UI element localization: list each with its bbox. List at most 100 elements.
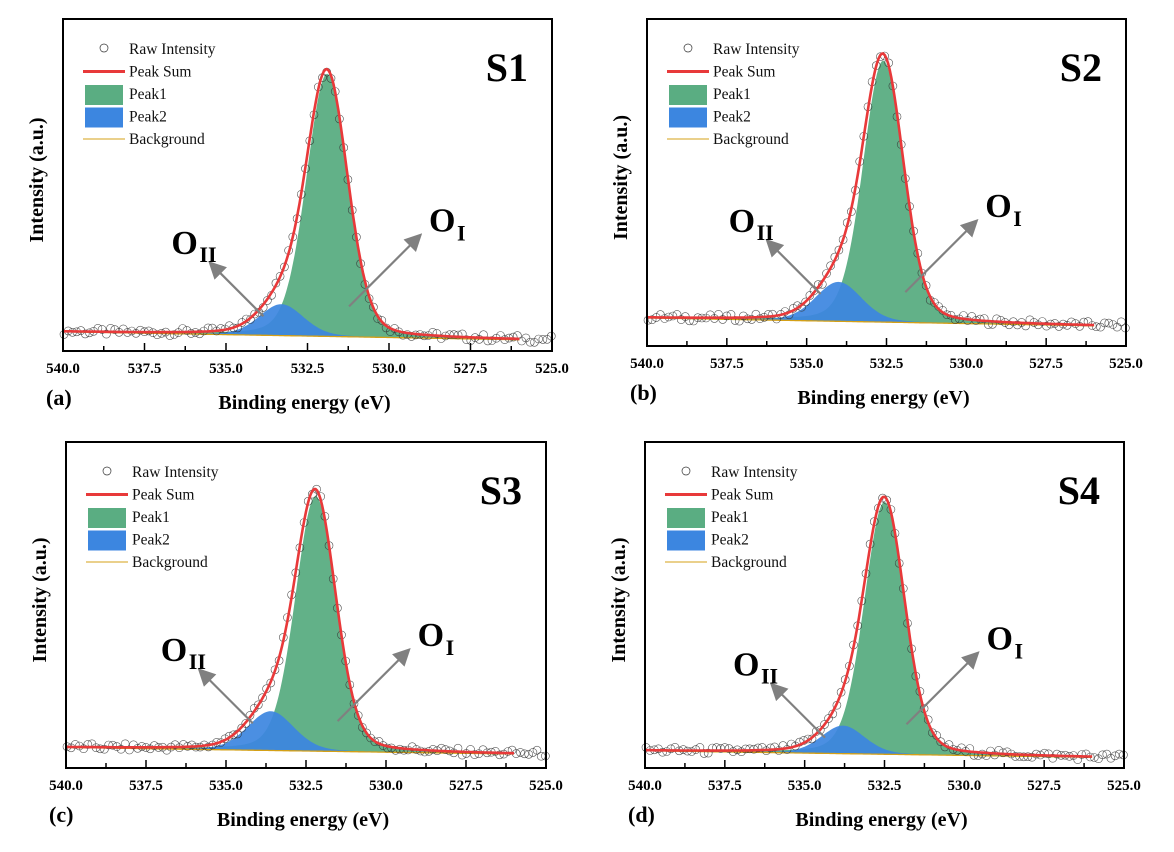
raw-point [229,730,238,740]
peak-sum-line [62,67,520,341]
raw-point [1098,750,1107,760]
legend-item: Peak Sum [667,64,775,81]
legend-label: Peak1 [713,86,751,103]
raw-point [152,330,162,340]
raw-point [95,744,105,754]
raw-point [524,749,534,759]
peak1-swatch-icon [88,508,126,528]
o1-arrow [348,233,423,308]
panel-letter: (d) [628,802,655,827]
peak1-area [645,501,1093,758]
raw-point [370,737,380,747]
legend-item: Peak2 [85,107,167,128]
peak1-swatch-icon [85,85,123,105]
raw-point [369,302,378,312]
raw-point [1011,752,1020,761]
raw-intensity-marker-icon [102,466,112,476]
x-tick-label: 532.5 [870,356,904,372]
raw-point [658,747,667,757]
panel-letter: (a) [46,385,72,410]
raw-intensity-marker-icon [681,466,691,476]
raw-point [508,332,518,342]
raw-point [525,337,535,347]
raw-point [169,330,179,339]
o2-label-subscript: II [189,649,206,674]
legend-label: Background [132,554,208,571]
raw-point [110,325,120,334]
legend-item: Peak1 [85,85,167,105]
peak2-swatch-icon [669,107,707,128]
sample-label: S2 [1060,45,1102,90]
legend-item: Raw Intensity [681,464,798,481]
o1-label: O [985,188,1011,225]
raw-point [1054,322,1064,331]
raw-point [928,728,937,738]
peak2-area [647,281,1095,326]
raw-point [216,324,226,333]
x-axis-title: Binding energy (eV) [218,392,390,414]
raw-point [647,315,657,325]
x-axis-title: Binding energy (eV) [797,387,969,409]
raw-point [420,747,430,757]
raw-point [275,271,285,281]
x-tick-label: 527.5 [1029,356,1063,372]
legend: Raw Intensity Peak Sum Peak1 Peak2 Backgroun… [86,464,219,571]
x-tick-label: 525.0 [1107,778,1141,794]
x-tick-label: 540.0 [49,778,83,794]
raw-point [449,330,459,339]
legend-label: Peak Sum [129,64,191,81]
peak2-area [66,711,514,754]
raw-point [820,720,829,729]
raw-point [186,329,196,338]
x-axis-title: Binding energy (eV) [795,809,967,831]
legend-label: Peak2 [132,532,170,549]
raw-point [1079,317,1089,327]
x-tick-label: 527.5 [1027,778,1061,794]
y-axis-title: Intensity (a.u.) [26,117,48,242]
raw-point [1052,749,1062,759]
raw-point [1108,320,1118,329]
legend-item: Peak Sum [83,64,191,81]
sample-label: S1 [486,45,528,90]
raw-point [432,329,442,338]
raw-point [1023,752,1033,762]
raw-point [407,742,417,752]
o2-label-subscript: II [757,220,774,245]
o2-label: O [729,203,755,240]
chart-panel-s1: 540.0 537.5 535.0 532.5 530.0 527.5 525.0 Bindi… [26,18,569,414]
x-axis-title: Binding energy (eV) [217,809,389,831]
x-tick-label: 527.5 [454,361,488,377]
legend-item: Peak Sum [86,487,194,504]
o1-label-subscript: I [1015,638,1024,663]
peak1-area [63,73,520,340]
raw-point [668,311,678,321]
raw-point [1092,322,1101,332]
raw-point [116,744,126,754]
x-tick-label: 525.0 [1109,356,1143,372]
raw-point [1106,753,1116,763]
raw-point [182,326,192,335]
legend-label: Peak Sum [711,487,773,504]
legend-label: Peak Sum [713,64,775,81]
raw-point [801,297,811,307]
raw-point [263,296,272,305]
o2-arrow [208,261,265,317]
raw-point [722,311,732,321]
raw-point [470,750,479,759]
x-tick-label: 535.0 [209,778,243,794]
raw-point [1112,322,1122,332]
raw-point [150,741,159,750]
raw-point [487,336,497,345]
raw-point [503,747,513,756]
o1-arrow [336,648,411,722]
raw-point [666,744,676,754]
o2-label: O [161,632,187,669]
peak-sum-line [647,52,1095,327]
legend-label: Raw Intensity [711,464,798,481]
raw-point [1015,752,1024,761]
raw-point [755,314,765,324]
x-tick-label: 540.0 [46,361,80,377]
legend-item: Peak Sum [665,487,773,504]
x-tick-label: 532.5 [868,778,902,794]
